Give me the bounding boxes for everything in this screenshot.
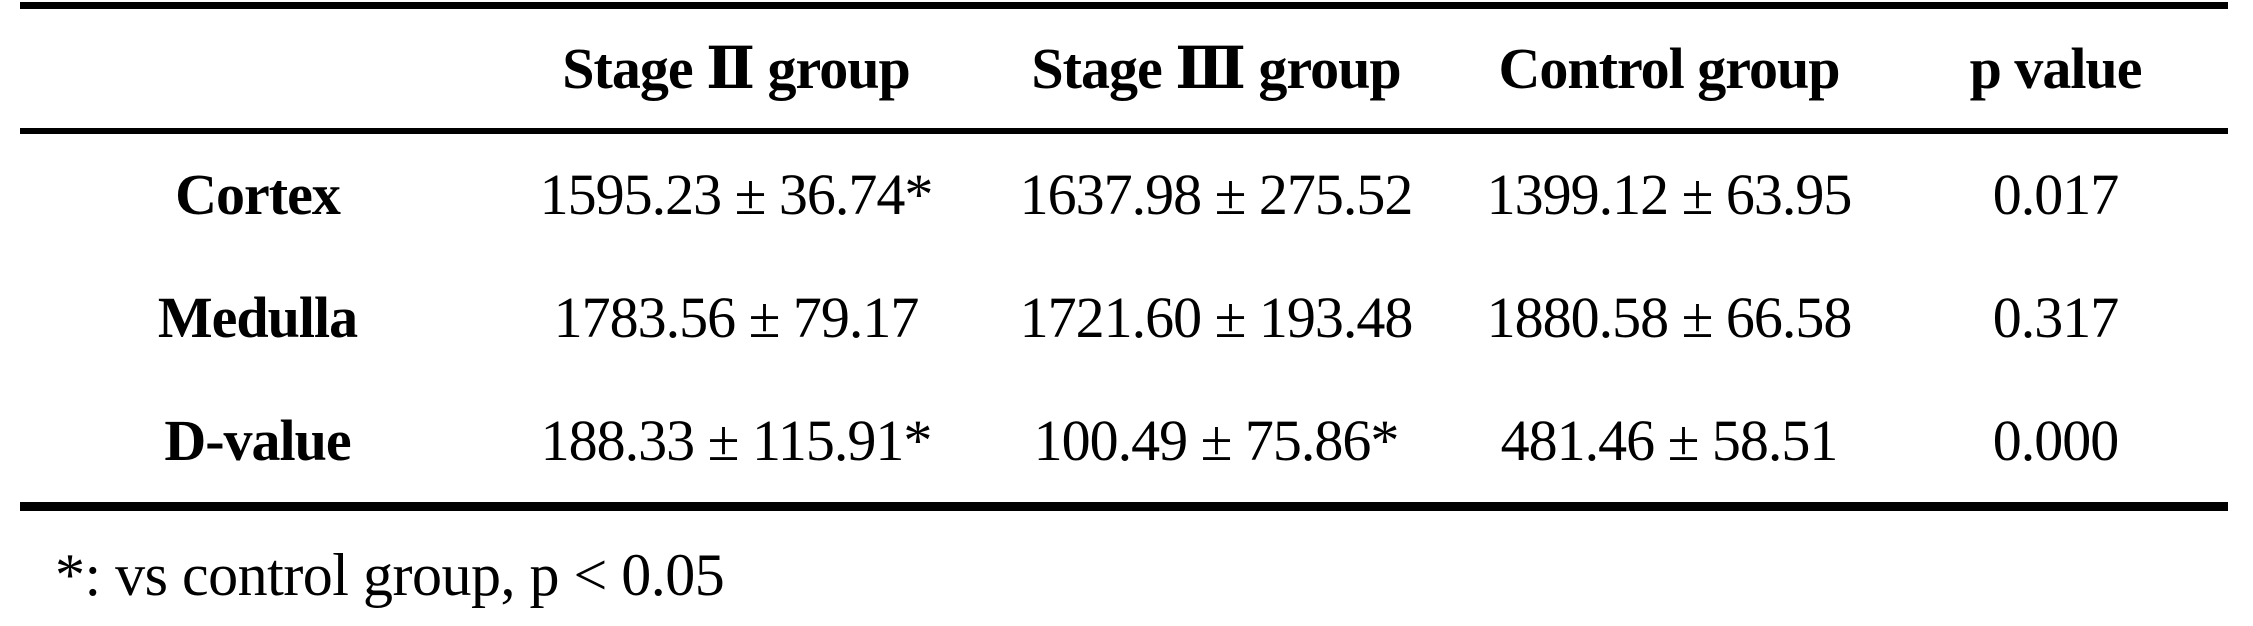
row-label-medulla: Medulla [157, 284, 358, 350]
comparison-table: Stage Ⅱ group Stage Ⅲ group Control grou… [20, 2, 2228, 511]
header-cell-pvalue: p value [1969, 35, 2143, 101]
table-footnote: *: vs control group, p < 0.05 [55, 542, 725, 608]
table-header-row: Stage Ⅱ group Stage Ⅲ group Control grou… [20, 9, 2228, 128]
cortex-control-value: 1399.12 ± 63.95 [1486, 162, 1853, 228]
dvalue-stage3-value: 100.49 ± 75.86* [1033, 407, 1400, 473]
row-label-cortex: Cortex [175, 162, 341, 228]
row-label-dvalue: D-value [164, 407, 351, 473]
table-row-cortex: Cortex 1595.23 ± 36.74* 1637.98 ± 275.52… [20, 134, 2228, 257]
table-top-rule [20, 2, 2228, 9]
header-cell-control: Control group [1498, 35, 1841, 101]
dvalue-control-value: 481.46 ± 58.51 [1500, 407, 1839, 473]
medulla-pvalue: 0.317 [1992, 284, 2120, 350]
table-bottom-rule [20, 501, 2228, 511]
table-header-rule [20, 128, 2228, 134]
table-row-dvalue: D-value 188.33 ± 115.91* 100.49 ± 75.86*… [20, 379, 2228, 502]
medulla-stage3-value: 1721.60 ± 193.48 [1019, 284, 1414, 350]
cortex-pvalue: 0.017 [1992, 162, 2120, 228]
header-cell-stage3: Stage Ⅲ group [1031, 35, 1401, 101]
cortex-stage2-value: 1595.23 ± 36.74* [539, 162, 934, 228]
medulla-stage2-value: 1783.56 ± 79.17 [553, 284, 920, 350]
dvalue-pvalue: 0.000 [1992, 407, 2120, 473]
header-cell-stage2: Stage Ⅱ group [562, 35, 910, 101]
cortex-stage3-value: 1637.98 ± 275.52 [1019, 162, 1414, 228]
dvalue-stage2-value: 188.33 ± 115.91* [540, 407, 933, 473]
medulla-control-value: 1880.58 ± 66.58 [1486, 284, 1853, 350]
table-row-medulla: Medulla 1783.56 ± 79.17 1721.60 ± 193.48… [20, 257, 2228, 380]
